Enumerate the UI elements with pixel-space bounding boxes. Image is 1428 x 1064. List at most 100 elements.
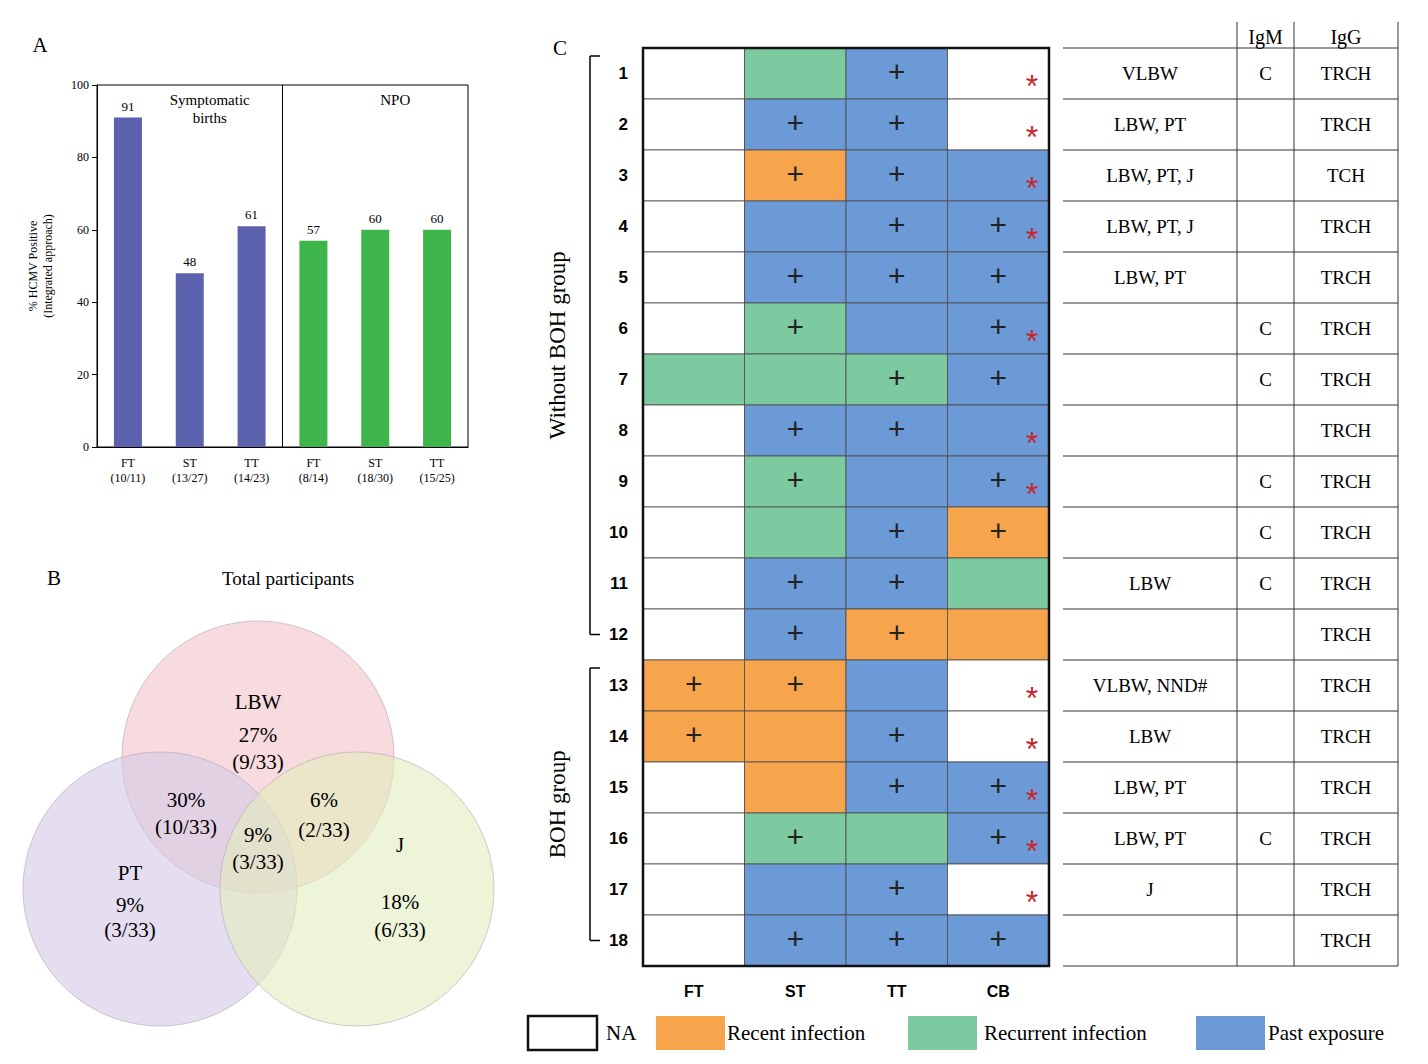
svg-text:(9/33): (9/33) [232, 750, 283, 774]
svg-text:LBW, PT: LBW, PT [1114, 114, 1187, 135]
svg-text:14: 14 [609, 727, 628, 746]
svg-text:27%: 27% [239, 723, 278, 747]
svg-text:+: + [786, 565, 804, 598]
svg-text:TRCH: TRCH [1321, 522, 1372, 543]
svg-text:C: C [1259, 573, 1272, 594]
svg-text:+: + [888, 514, 906, 547]
svg-text:+: + [888, 259, 906, 292]
svg-text:+: + [989, 259, 1007, 292]
svg-text:18: 18 [609, 931, 628, 950]
svg-text:C: C [553, 36, 567, 60]
svg-text:60: 60 [77, 223, 89, 237]
svg-text:+: + [888, 106, 906, 139]
svg-text:+: + [888, 208, 906, 241]
svg-text:LBW, PT, J: LBW, PT, J [1106, 216, 1194, 237]
svg-text:48: 48 [183, 254, 196, 269]
svg-text:(3/33): (3/33) [104, 918, 155, 942]
svg-text:+: + [786, 616, 804, 649]
svg-text:+: + [786, 820, 804, 853]
svg-text:TRCH: TRCH [1321, 63, 1372, 84]
svg-text:J: J [1146, 879, 1153, 900]
svg-text:Past exposure: Past exposure [1268, 1021, 1384, 1045]
svg-text:*: * [1026, 68, 1038, 104]
svg-text:LBW, PT, J: LBW, PT, J [1106, 165, 1194, 186]
svg-text:*: * [1026, 833, 1038, 869]
svg-text:TRCH: TRCH [1321, 726, 1372, 747]
svg-text:C: C [1259, 318, 1272, 339]
svg-text:+: + [989, 310, 1007, 343]
svg-text:Without BOH group: Without BOH group [545, 251, 570, 439]
svg-text:12: 12 [609, 625, 628, 644]
svg-text:NPO: NPO [380, 92, 410, 108]
svg-text:LBW: LBW [1129, 726, 1171, 747]
svg-text:+: + [786, 667, 804, 700]
svg-text:*: * [1026, 119, 1038, 155]
svg-text:30%: 30% [167, 788, 206, 812]
svg-text:VLBW: VLBW [1122, 63, 1178, 84]
svg-text:TRCH: TRCH [1321, 471, 1372, 492]
svg-text:57: 57 [307, 222, 321, 237]
svg-text:+: + [786, 310, 804, 343]
svg-text:TT: TT [244, 456, 259, 470]
svg-text:4: 4 [619, 217, 629, 236]
svg-text:+: + [685, 718, 703, 751]
svg-text:B: B [47, 566, 61, 590]
svg-text:TRCH: TRCH [1321, 675, 1372, 696]
svg-text:TRCH: TRCH [1321, 828, 1372, 849]
svg-text:60: 60 [369, 211, 382, 226]
svg-text:TRCH: TRCH [1321, 369, 1372, 390]
svg-text:+: + [888, 769, 906, 802]
svg-text:+: + [888, 412, 906, 445]
svg-text:61: 61 [245, 207, 258, 222]
svg-text:9%: 9% [244, 823, 272, 847]
svg-text:(6/33): (6/33) [374, 918, 425, 942]
svg-text:*: * [1026, 476, 1038, 512]
svg-text:FT: FT [121, 456, 136, 470]
svg-text:+: + [888, 55, 906, 88]
svg-text:+: + [989, 208, 1007, 241]
svg-text:ST: ST [785, 983, 806, 1000]
svg-text:J: J [396, 833, 404, 857]
svg-text:+: + [685, 667, 703, 700]
svg-text:17: 17 [609, 880, 628, 899]
svg-text:BOH group: BOH group [545, 750, 570, 858]
svg-text:+: + [989, 922, 1007, 955]
svg-text:LBW, PT: LBW, PT [1114, 267, 1187, 288]
svg-text:(15/25): (15/25) [419, 471, 454, 485]
svg-text:ST: ST [183, 456, 198, 470]
svg-text:+: + [989, 820, 1007, 853]
svg-text:11: 11 [610, 574, 628, 593]
svg-text:2: 2 [619, 115, 628, 134]
svg-text:IgM: IgM [1248, 26, 1283, 49]
svg-text:births: births [193, 110, 227, 126]
svg-text:5: 5 [619, 268, 628, 287]
svg-text:NA: NA [606, 1021, 637, 1045]
svg-text:+: + [989, 463, 1007, 496]
svg-text:A: A [32, 33, 48, 57]
svg-text:(3/33): (3/33) [232, 850, 283, 874]
svg-text:*: * [1026, 221, 1038, 257]
svg-text:VLBW, NND#: VLBW, NND# [1093, 675, 1208, 696]
svg-text:TRCH: TRCH [1321, 777, 1372, 798]
svg-text:LBW, PT: LBW, PT [1114, 828, 1187, 849]
svg-text:*: * [1026, 425, 1038, 461]
svg-text:+: + [888, 922, 906, 955]
svg-text:C: C [1259, 63, 1272, 84]
svg-text:18%: 18% [381, 890, 420, 914]
svg-text:+: + [888, 718, 906, 751]
svg-text:80: 80 [77, 150, 89, 164]
svg-text:100: 100 [71, 78, 89, 92]
svg-text:TRCH: TRCH [1321, 114, 1372, 135]
svg-text:(Integrated approach): (Integrated approach) [41, 214, 55, 318]
svg-text:6: 6 [619, 319, 628, 338]
svg-text:+: + [786, 157, 804, 190]
svg-text:% HCMV Positive: % HCMV Positive [26, 221, 40, 311]
svg-text:40: 40 [77, 295, 89, 309]
svg-text:20: 20 [77, 368, 89, 382]
svg-text:+: + [989, 361, 1007, 394]
svg-text:9%: 9% [116, 893, 144, 917]
svg-text:+: + [786, 922, 804, 955]
svg-text:+: + [888, 871, 906, 904]
svg-text:Total participants: Total participants [222, 568, 354, 589]
svg-text:0: 0 [83, 440, 89, 454]
